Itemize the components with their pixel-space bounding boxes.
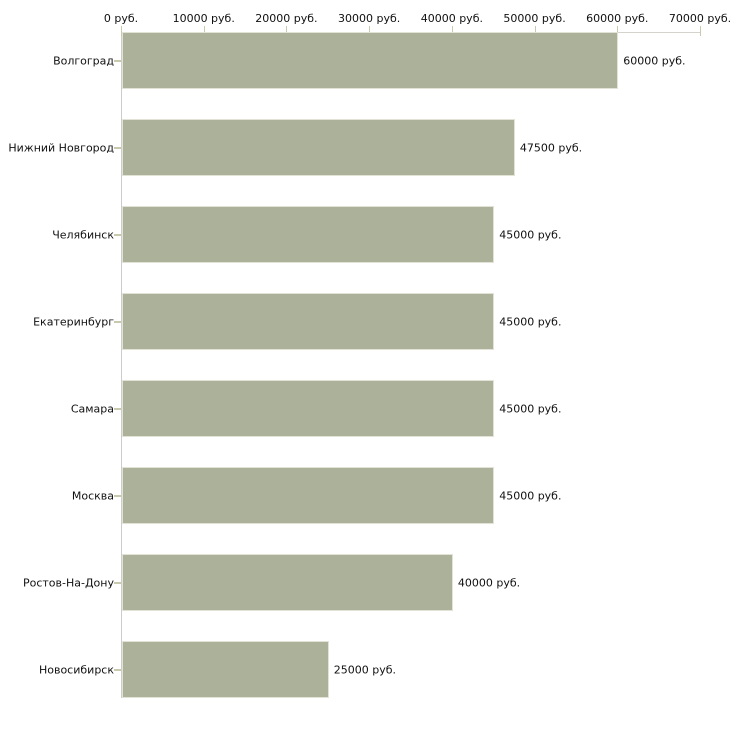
value-label: 45000 руб. bbox=[499, 402, 562, 415]
category-tick-mark bbox=[114, 581, 121, 584]
bar bbox=[122, 206, 495, 263]
bar bbox=[122, 293, 495, 350]
x-tick-label: 70000 руб. bbox=[668, 12, 730, 25]
bar bbox=[122, 119, 515, 176]
bar bbox=[122, 467, 495, 524]
category-label: Ростов-На-Дону bbox=[22, 576, 114, 589]
value-label: 40000 руб. bbox=[457, 576, 521, 589]
x-tick-label: 0 руб. bbox=[103, 12, 139, 25]
bar bbox=[122, 380, 495, 437]
x-tick-label: 30000 руб. bbox=[338, 12, 401, 25]
x-tick-mark bbox=[369, 26, 371, 36]
category-tick-mark bbox=[114, 59, 121, 62]
x-tick-label: 10000 руб. bbox=[172, 12, 235, 25]
value-label: 45000 руб. bbox=[499, 315, 562, 328]
category-tick-mark bbox=[114, 320, 121, 323]
category-tick-mark bbox=[114, 494, 121, 497]
x-tick-mark bbox=[121, 26, 122, 36]
category-label: Москва bbox=[71, 489, 114, 502]
x-tick-label: 20000 руб. bbox=[255, 12, 318, 25]
category-tick-mark bbox=[114, 668, 121, 671]
category-label: Нижний Новгород bbox=[8, 141, 114, 154]
x-tick-mark bbox=[286, 26, 288, 36]
value-label: 45000 руб. bbox=[499, 489, 562, 502]
category-tick-mark bbox=[114, 233, 121, 236]
bar bbox=[122, 32, 619, 89]
bar bbox=[122, 641, 329, 698]
category-label: Челябинск bbox=[52, 228, 114, 241]
category-label: Самара bbox=[70, 402, 114, 415]
bar bbox=[122, 554, 453, 611]
value-label: 47500 руб. bbox=[519, 141, 583, 154]
category-label: Волгоград bbox=[53, 54, 114, 67]
x-tick-mark bbox=[451, 26, 453, 36]
category-label: Новосибирск bbox=[38, 663, 114, 676]
x-tick-label: 60000 руб. bbox=[586, 12, 649, 25]
x-tick-label: 50000 руб. bbox=[503, 12, 566, 25]
y-axis-line bbox=[121, 32, 122, 698]
value-label: 45000 руб. bbox=[499, 228, 562, 241]
x-tick-mark bbox=[534, 26, 536, 36]
value-label: 60000 руб. bbox=[623, 54, 686, 67]
x-tick-mark bbox=[203, 26, 205, 36]
category-tick-mark bbox=[114, 146, 121, 149]
category-label: Екатеринбург bbox=[33, 315, 114, 328]
category-tick-mark bbox=[114, 407, 121, 410]
x-tick-mark bbox=[700, 26, 701, 36]
x-tick-label: 40000 руб. bbox=[420, 12, 483, 25]
value-label: 25000 руб. bbox=[333, 663, 397, 676]
x-tick-mark bbox=[617, 26, 619, 36]
